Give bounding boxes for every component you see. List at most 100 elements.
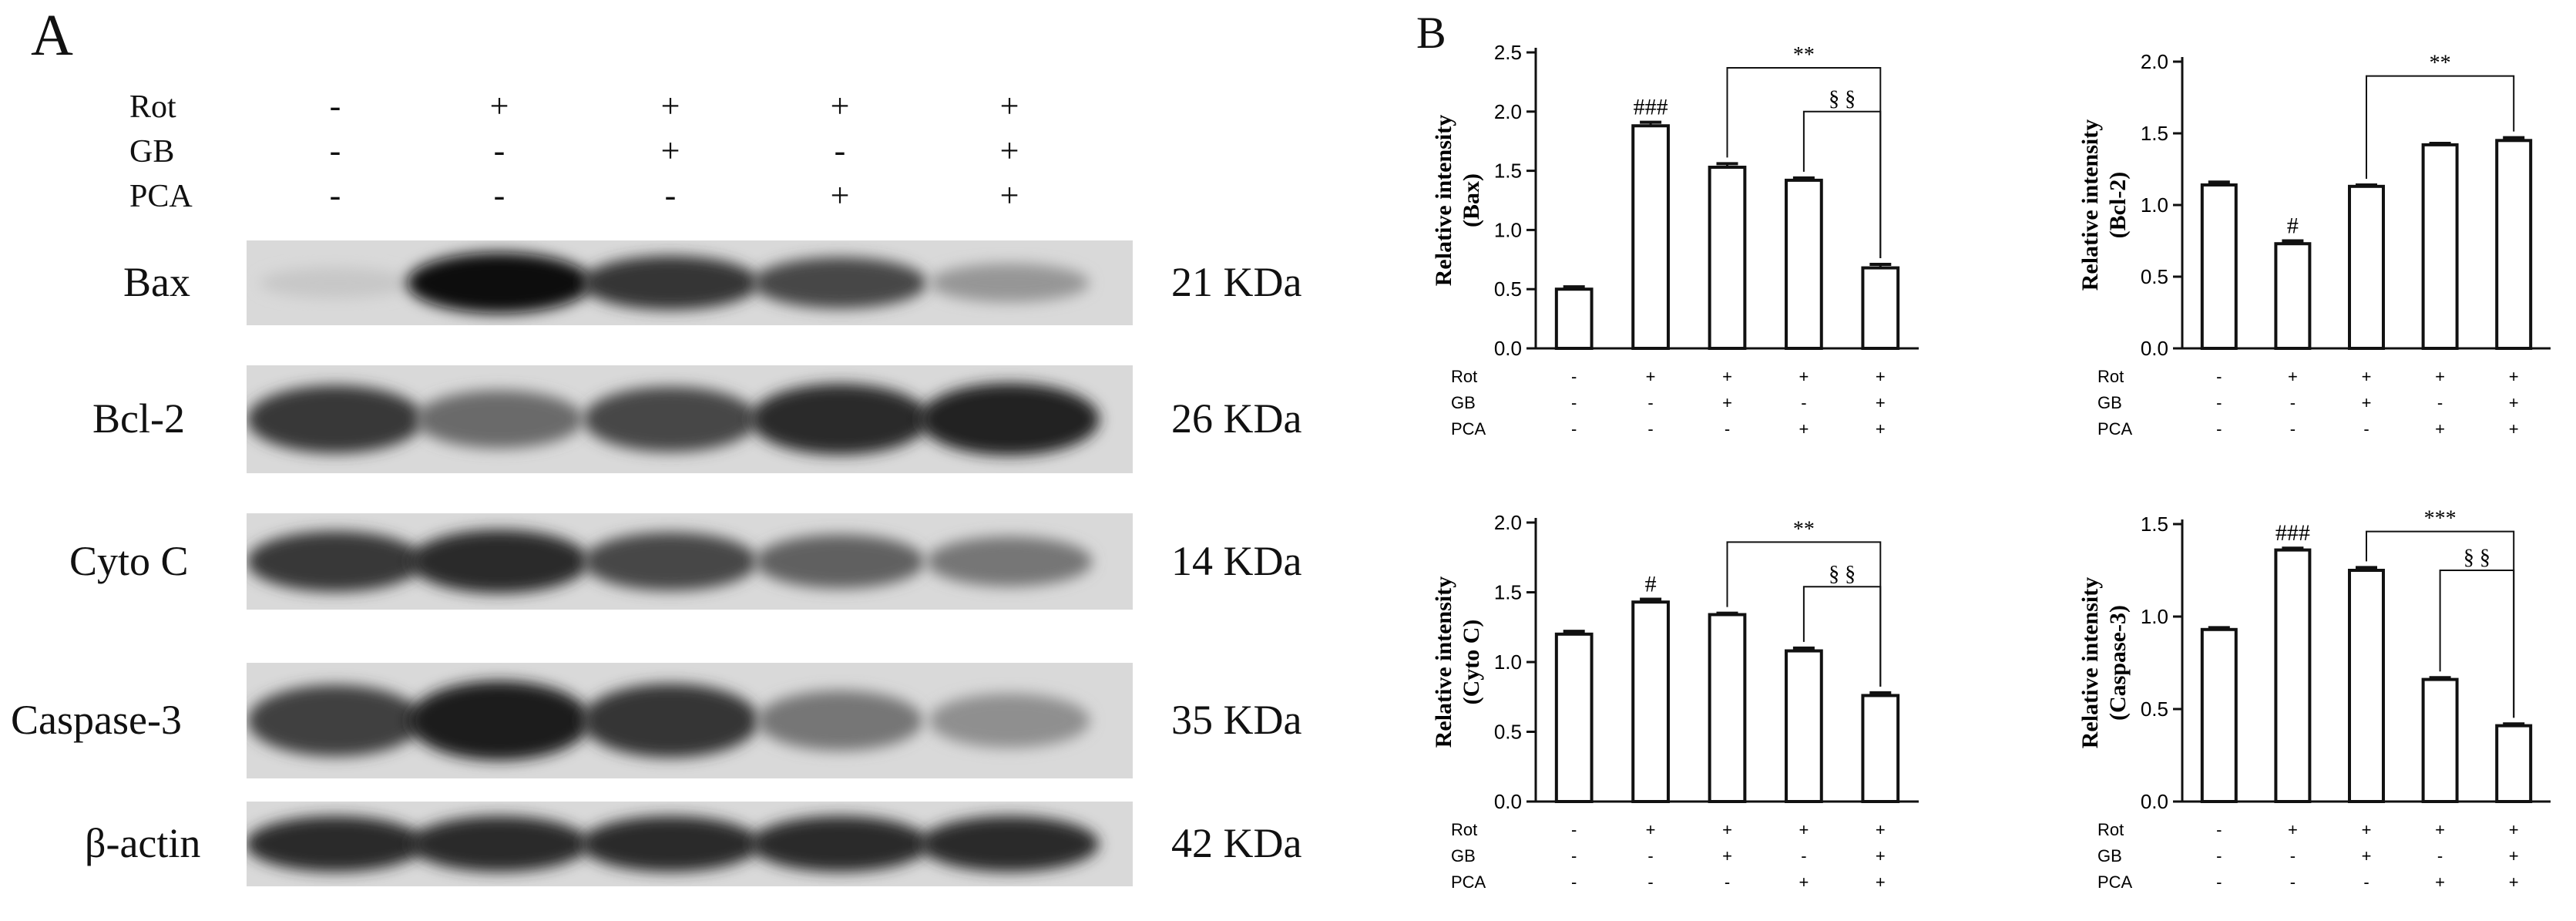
treatment-sign: +: [1798, 367, 1809, 386]
blot-band: [583, 532, 757, 591]
blot-band: [750, 383, 930, 455]
blot-band: [929, 263, 1090, 303]
blot-protein-label: β-actin: [85, 820, 201, 866]
significance-bracket: [2366, 75, 2515, 179]
treatment-sign: -: [2437, 393, 2443, 412]
treatment-sign: -: [1647, 419, 1653, 439]
blot-band: [929, 693, 1090, 748]
treatment-name: Rot: [1451, 820, 1477, 839]
blot-sign-gb: -: [493, 132, 505, 170]
treatment-sign: -: [1647, 846, 1653, 866]
significance-mark: ###: [2275, 520, 2310, 546]
treatment-sign: -: [1571, 393, 1577, 412]
treatment-sign: -: [1571, 872, 1577, 892]
blot-sign-rot: +: [660, 87, 680, 125]
blot-band: [583, 386, 757, 452]
treatment-sign: -: [2290, 872, 2296, 892]
bar: [2200, 627, 2238, 803]
bar: [1861, 266, 1900, 350]
treatment-sign: -: [2216, 367, 2222, 386]
y-axis-label: Relative intensity: [2077, 119, 2103, 291]
blot-band: [755, 534, 925, 589]
y-tick-label: 1.0: [2141, 193, 2168, 217]
treatment-sign: -: [2290, 419, 2296, 439]
treatment-sign: -: [2363, 419, 2369, 439]
treatment-sign: +: [2362, 367, 2372, 386]
treatment-name: PCA: [1451, 419, 1486, 439]
y-axis-label: (Cyto C): [1459, 620, 1484, 705]
blot-sign-gb: -: [329, 132, 341, 170]
blot-treatment-name: GB: [129, 134, 175, 170]
treatment-sign: -: [2216, 872, 2222, 892]
blot-sign-pca: -: [493, 176, 505, 214]
treatment-sign: +: [2509, 367, 2519, 386]
treatment-sign: +: [1722, 820, 1732, 839]
treatment-sign: -: [2216, 820, 2222, 839]
blot-band: [580, 815, 761, 872]
blot-strip: [247, 802, 1133, 886]
y-tick-label: 2.5: [1494, 41, 1522, 64]
blot-strip: [247, 513, 1133, 610]
bar: [2348, 569, 2385, 803]
treatment-sign: +: [1722, 846, 1732, 866]
bar: [1708, 613, 1747, 804]
bar: [2421, 143, 2459, 350]
blot-kda-label: 21 KDa: [1171, 259, 1302, 305]
blot-band: [753, 257, 927, 309]
bar: [1861, 694, 1900, 803]
y-tick-label: 1.5: [1494, 160, 1522, 183]
treatment-sign: +: [1798, 872, 1809, 892]
bracket-label: **: [2430, 52, 2451, 76]
blot-band: [919, 382, 1100, 456]
treatment-name: GB: [2097, 393, 2122, 412]
blot-band: [415, 390, 583, 449]
treatment-sign: +: [2435, 419, 2445, 439]
y-tick-label: 0.0: [1494, 790, 1522, 813]
treatment-sign: +: [1876, 367, 1886, 386]
blot-protein-label: Bax: [123, 259, 190, 305]
treatment-sign: +: [2509, 846, 2519, 866]
blot-treatment-name: PCA: [129, 179, 193, 214]
treatment-sign: +: [1876, 846, 1886, 866]
blot-strip: [247, 240, 1133, 325]
treatment-name: Rot: [1451, 367, 1477, 386]
treatment-sign: +: [2509, 820, 2519, 839]
y-tick-label: 2.0: [1494, 100, 1522, 123]
treatment-sign: +: [2435, 872, 2445, 892]
y-tick-label: 1.0: [1494, 650, 1522, 674]
treatment-sign: +: [1876, 820, 1886, 839]
treatment-name: GB: [1451, 846, 1476, 866]
significance-mark: ###: [1634, 95, 1668, 120]
y-tick-label: 1.0: [1494, 218, 1522, 241]
y-tick-label: 0.0: [2141, 790, 2168, 813]
treatment-sign: +: [2362, 393, 2372, 412]
blot-strip: [247, 663, 1133, 778]
treatment-sign: +: [2288, 367, 2298, 386]
y-tick-label: 0.5: [1494, 721, 1522, 744]
y-tick-label: 0.5: [2141, 265, 2168, 288]
panel-a-letter: A: [31, 3, 73, 68]
bar: [1708, 165, 1747, 350]
treatment-name: PCA: [2097, 872, 2133, 892]
bracket-label: **: [1793, 517, 1815, 541]
treatment-sign: -: [1725, 419, 1730, 439]
treatment-sign: -: [1571, 820, 1577, 839]
y-tick-label: 2.0: [2141, 50, 2168, 73]
treatment-name: Rot: [2097, 367, 2124, 386]
blot-sign-rot: +: [830, 87, 850, 125]
blot-band: [409, 529, 589, 593]
y-axis-label: (Caspase-3): [2105, 605, 2131, 721]
blot-band: [247, 531, 424, 592]
treatment-sign: -: [1571, 419, 1577, 439]
blot-protein-label: Bcl-2: [92, 395, 185, 442]
treatment-sign: -: [2290, 846, 2296, 866]
bar: [1785, 178, 1823, 350]
blot-band: [757, 691, 923, 751]
significance-bracket: [1802, 110, 1882, 258]
blot-sign-rot: +: [489, 87, 509, 125]
blot-band: [407, 252, 592, 314]
treatment-sign: +: [1722, 393, 1732, 412]
bar: [1554, 632, 1594, 803]
blot-band: [408, 681, 590, 761]
